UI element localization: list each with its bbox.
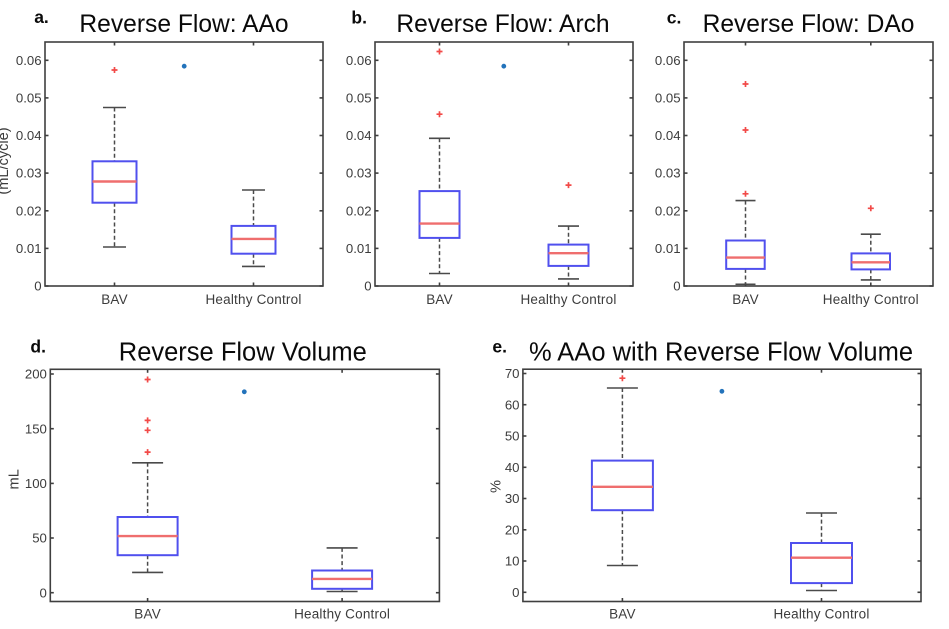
svg-text:30: 30 bbox=[505, 491, 520, 506]
svg-text:20: 20 bbox=[505, 522, 520, 537]
svg-text:Healthy Control: Healthy Control bbox=[773, 607, 869, 622]
svg-text:10: 10 bbox=[505, 554, 520, 569]
svg-text:0: 0 bbox=[512, 585, 519, 600]
svg-text:0.04: 0.04 bbox=[346, 128, 372, 143]
svg-text:150: 150 bbox=[25, 421, 47, 436]
svg-text:0.06: 0.06 bbox=[16, 53, 42, 68]
svg-text:a.: a. bbox=[34, 7, 49, 27]
svg-text:c.: c. bbox=[667, 8, 682, 28]
svg-text:e.: e. bbox=[492, 337, 507, 357]
svg-text:0.04: 0.04 bbox=[655, 128, 681, 143]
svg-text:0: 0 bbox=[364, 279, 371, 294]
svg-text:d.: d. bbox=[30, 336, 46, 356]
svg-text:Reverse Flow: Arch: Reverse Flow: Arch bbox=[396, 11, 609, 38]
svg-text:0.05: 0.05 bbox=[16, 91, 42, 106]
svg-text:0: 0 bbox=[40, 585, 47, 600]
svg-text:0.03: 0.03 bbox=[16, 166, 42, 181]
svg-text:40: 40 bbox=[505, 460, 520, 475]
svg-text:(mL/cycle): (mL/cycle) bbox=[0, 127, 12, 194]
svg-text:BAV: BAV bbox=[732, 292, 759, 307]
svg-text:BAV: BAV bbox=[426, 292, 453, 307]
svg-text:Reverse Flow: DAo: Reverse Flow: DAo bbox=[703, 11, 915, 38]
svg-text:mL: mL bbox=[7, 469, 23, 489]
svg-text:0.01: 0.01 bbox=[16, 241, 42, 256]
svg-text:% AAo with Reverse Flow Volume: % AAo with Reverse Flow Volume bbox=[529, 338, 913, 366]
svg-text:0.04: 0.04 bbox=[16, 128, 42, 143]
svg-text:Healthy Control: Healthy Control bbox=[823, 292, 919, 307]
svg-text:100: 100 bbox=[25, 476, 47, 491]
svg-text:50: 50 bbox=[32, 531, 47, 546]
svg-text:0.01: 0.01 bbox=[655, 241, 681, 256]
svg-text:200: 200 bbox=[25, 367, 47, 382]
svg-text:Healthy Control: Healthy Control bbox=[520, 292, 616, 307]
svg-text:Reverse Flow: AAo: Reverse Flow: AAo bbox=[79, 11, 288, 38]
svg-text:BAV: BAV bbox=[609, 607, 636, 622]
svg-text:0.05: 0.05 bbox=[655, 91, 681, 106]
svg-text:0.06: 0.06 bbox=[346, 53, 372, 68]
svg-text:Reverse Flow Volume: Reverse Flow Volume bbox=[119, 338, 367, 366]
svg-text:b.: b. bbox=[351, 8, 367, 28]
svg-text:0.03: 0.03 bbox=[655, 166, 681, 181]
svg-text:0.02: 0.02 bbox=[346, 203, 372, 218]
svg-text:0.02: 0.02 bbox=[16, 203, 42, 218]
svg-text:Healthy Control: Healthy Control bbox=[205, 292, 301, 307]
svg-text:0: 0 bbox=[673, 279, 680, 294]
svg-text:BAV: BAV bbox=[134, 607, 161, 622]
svg-text:Healthy Control: Healthy Control bbox=[294, 607, 390, 622]
svg-text:70: 70 bbox=[505, 366, 520, 381]
svg-text:BAV: BAV bbox=[101, 292, 128, 307]
svg-text:0.06: 0.06 bbox=[655, 53, 681, 68]
svg-text:0.01: 0.01 bbox=[346, 241, 372, 256]
svg-text:%: % bbox=[489, 480, 505, 493]
svg-text:60: 60 bbox=[505, 397, 520, 412]
svg-text:0.03: 0.03 bbox=[346, 166, 372, 181]
svg-text:0: 0 bbox=[34, 279, 41, 294]
svg-text:0.05: 0.05 bbox=[346, 91, 372, 106]
svg-text:0.02: 0.02 bbox=[655, 203, 681, 218]
svg-text:50: 50 bbox=[505, 429, 520, 444]
